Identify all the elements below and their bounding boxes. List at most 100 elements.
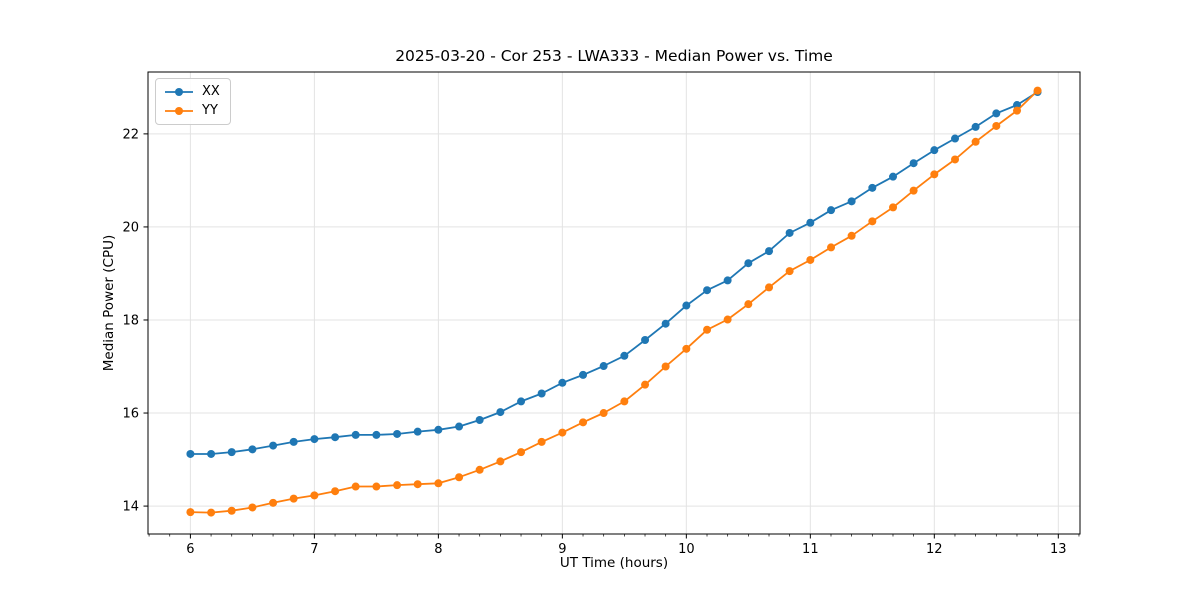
series-xx-marker	[331, 433, 340, 442]
series-xx-marker	[992, 109, 1001, 118]
series-yy-marker	[351, 482, 360, 491]
series-xx-marker	[744, 259, 753, 268]
series-yy-marker	[806, 255, 815, 264]
series-xx-marker	[537, 389, 546, 398]
y-tick-label: 16	[122, 407, 139, 422]
x-tick-label: 9	[558, 542, 566, 557]
legend-line-marker-yy-icon	[165, 107, 193, 115]
y-tick-label: 22	[122, 127, 139, 142]
series-xx-marker	[930, 146, 939, 155]
series-xx-marker	[434, 425, 443, 434]
series-xx-marker	[723, 276, 732, 285]
series-yy-marker	[248, 503, 257, 512]
series-yy-marker	[186, 508, 195, 517]
series-yy-marker	[475, 465, 484, 474]
series-yy-marker	[517, 448, 526, 457]
series-xx-marker	[620, 351, 629, 360]
series-yy-marker	[331, 487, 340, 496]
series-xx-marker	[289, 437, 298, 446]
series-yy-marker	[434, 479, 443, 488]
series-yy-marker	[310, 491, 319, 500]
legend: XX YY	[155, 78, 231, 125]
x-tick-label: 13	[1050, 542, 1067, 557]
series-yy-marker	[909, 186, 918, 195]
x-tick-label: 6	[186, 542, 194, 557]
series-xx-marker	[806, 218, 815, 227]
series-xx-marker	[847, 197, 856, 206]
series-xx-marker	[827, 206, 836, 215]
series-xx-marker	[351, 430, 360, 439]
series-yy-marker	[207, 508, 216, 517]
legend-label-yy: YY	[202, 103, 218, 118]
series-yy-line	[190, 89, 1039, 514]
series-yy-marker	[1033, 86, 1042, 95]
series-xx-marker	[703, 286, 712, 295]
x-tick-label: 7	[310, 542, 318, 557]
series-yy-marker	[951, 155, 960, 164]
series-xx-marker	[765, 247, 774, 256]
series-xx-marker	[558, 378, 567, 387]
series-yy-marker	[868, 217, 877, 226]
series-yy-marker	[393, 481, 402, 490]
series-yy-marker	[682, 344, 691, 353]
series-yy-marker	[765, 283, 774, 292]
series-yy-marker	[455, 473, 464, 482]
legend-label-xx: XX	[202, 84, 220, 99]
plot-frame	[147, 71, 1081, 535]
series-xx-marker	[641, 335, 650, 344]
series-xx-marker	[579, 370, 588, 379]
series-yy-marker	[599, 409, 608, 418]
series-xx-marker	[661, 319, 670, 328]
series-yy-marker	[269, 498, 278, 507]
series-xx-marker	[868, 183, 877, 192]
x-tick-label: 12	[926, 542, 943, 557]
x-axis-label: UT Time (hours)	[559, 555, 669, 571]
x-tick-label: 8	[434, 542, 442, 557]
series-yy-marker	[723, 315, 732, 324]
series-yy-marker	[992, 121, 1001, 130]
legend-item-xx: XX	[164, 85, 220, 99]
series-yy-marker	[537, 437, 546, 446]
series-xx-marker	[413, 427, 422, 436]
legend-item-yy: YY	[164, 104, 220, 118]
series-yy-marker	[827, 243, 836, 252]
x-tick-label: 11	[802, 542, 819, 557]
series-yy-marker	[847, 231, 856, 240]
series-xx-marker	[455, 422, 464, 431]
series-yy-marker	[641, 380, 650, 389]
series-yy-marker	[620, 397, 629, 406]
series-xx-marker	[785, 228, 794, 237]
series-yy-marker	[889, 203, 898, 212]
series-yy-marker	[558, 428, 567, 437]
series-xx-marker	[889, 172, 898, 181]
series-yy-marker	[971, 137, 980, 146]
legend-line-marker-xx-icon	[165, 88, 193, 96]
series-xx-marker	[393, 429, 402, 438]
series-xx-marker	[951, 134, 960, 143]
series-xx-marker	[372, 430, 381, 439]
chart-title: 2025-03-20 - Cor 253 - LWA333 - Median P…	[395, 47, 833, 65]
series-yy-marker	[785, 267, 794, 276]
series-xx-marker	[475, 416, 484, 425]
series-yy-marker	[289, 494, 298, 503]
series-xx-marker	[186, 449, 195, 458]
y-tick-label: 20	[122, 220, 139, 235]
series-xx-marker	[682, 301, 691, 310]
series-yy-marker	[930, 170, 939, 179]
series-yy-marker	[372, 482, 381, 491]
series-yy-marker	[703, 325, 712, 334]
series-xx-marker	[517, 397, 526, 406]
series-xx-marker	[909, 159, 918, 168]
series-yy-marker	[1013, 106, 1022, 115]
series-xx-marker	[599, 362, 608, 371]
series-xx-marker	[1013, 101, 1022, 110]
series-xx-marker	[207, 449, 216, 458]
series-xx-marker	[269, 441, 278, 450]
series-xx-marker	[496, 408, 505, 417]
x-tick-label: 10	[678, 542, 695, 557]
series-xx-line	[190, 91, 1039, 455]
y-tick-label: 14	[122, 500, 139, 515]
series-xx-marker	[248, 445, 257, 454]
